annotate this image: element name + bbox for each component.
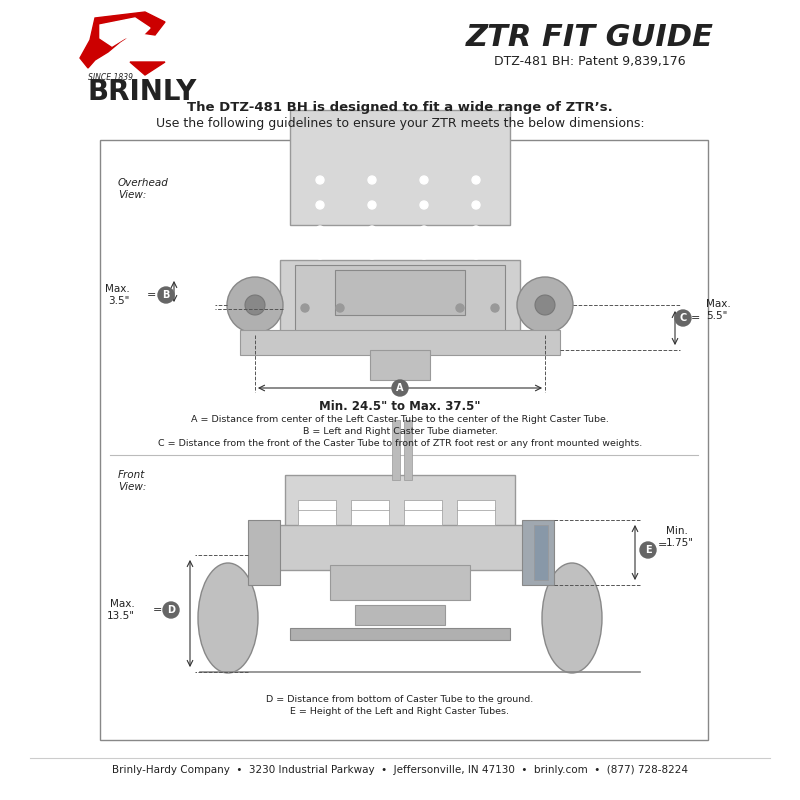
Bar bbox=[355, 605, 445, 625]
Circle shape bbox=[227, 277, 283, 333]
Text: ZTR FIT GUIDE: ZTR FIT GUIDE bbox=[466, 23, 714, 53]
Text: BRINLY: BRINLY bbox=[88, 78, 198, 106]
Circle shape bbox=[368, 251, 376, 259]
Bar bbox=[290, 110, 510, 225]
Text: D = Distance from bottom of Caster Tube to the ground.: D = Distance from bottom of Caster Tube … bbox=[266, 695, 534, 704]
Text: Min.
1.75": Min. 1.75" bbox=[666, 526, 694, 548]
Text: Brinly-Hardy Company  •  3230 Industrial Parkway  •  Jeffersonville, IN 47130  •: Brinly-Hardy Company • 3230 Industrial P… bbox=[112, 765, 688, 775]
Circle shape bbox=[420, 201, 428, 209]
Bar bbox=[295, 265, 505, 335]
Text: B = Left and Right Caster Tube diameter.: B = Left and Right Caster Tube diameter. bbox=[302, 427, 498, 436]
Bar bbox=[330, 565, 470, 600]
Text: =: = bbox=[690, 313, 700, 323]
Circle shape bbox=[675, 310, 691, 326]
Circle shape bbox=[535, 295, 555, 315]
Polygon shape bbox=[80, 12, 165, 68]
Circle shape bbox=[640, 542, 656, 558]
Text: A = Distance from center of the Left Caster Tube to the center of the Right Cast: A = Distance from center of the Left Cas… bbox=[191, 415, 609, 424]
Text: Min. 24.5" to Max. 37.5": Min. 24.5" to Max. 37.5" bbox=[319, 400, 481, 413]
Text: B: B bbox=[162, 290, 170, 300]
Bar bbox=[248, 520, 280, 585]
Text: Overhead
View:: Overhead View: bbox=[118, 178, 169, 200]
Circle shape bbox=[472, 226, 480, 234]
Circle shape bbox=[301, 304, 309, 312]
Circle shape bbox=[392, 380, 408, 396]
Bar bbox=[265, 525, 535, 570]
Bar bbox=[290, 628, 510, 640]
Circle shape bbox=[368, 176, 376, 184]
Circle shape bbox=[163, 602, 179, 618]
Text: Max.
3.5": Max. 3.5" bbox=[106, 284, 130, 306]
Circle shape bbox=[472, 251, 480, 259]
Ellipse shape bbox=[542, 563, 602, 673]
Circle shape bbox=[420, 251, 428, 259]
Text: E: E bbox=[645, 545, 651, 555]
Bar bbox=[298, 507, 336, 525]
Text: D: D bbox=[167, 605, 175, 615]
Bar bbox=[404, 507, 442, 525]
Text: C: C bbox=[679, 313, 686, 323]
Bar bbox=[280, 260, 520, 340]
Circle shape bbox=[368, 201, 376, 209]
Bar bbox=[285, 475, 515, 530]
Text: C = Distance from the front of the Caster Tube to front of ZTR foot rest or any : C = Distance from the front of the Caste… bbox=[158, 439, 642, 448]
Circle shape bbox=[420, 226, 428, 234]
Bar bbox=[457, 500, 495, 510]
Circle shape bbox=[472, 176, 480, 184]
Circle shape bbox=[336, 304, 344, 312]
Text: The DTZ-481 BH is designed to fit a wide range of ZTR’s.: The DTZ-481 BH is designed to fit a wide… bbox=[187, 102, 613, 114]
Polygon shape bbox=[100, 18, 150, 46]
Circle shape bbox=[420, 176, 428, 184]
Bar bbox=[240, 330, 560, 355]
Text: DTZ-481 BH: Patent 9,839,176: DTZ-481 BH: Patent 9,839,176 bbox=[494, 55, 686, 69]
Bar bbox=[522, 520, 554, 585]
Circle shape bbox=[491, 304, 499, 312]
Circle shape bbox=[245, 295, 265, 315]
Circle shape bbox=[456, 304, 464, 312]
Text: SINCE 1839: SINCE 1839 bbox=[88, 74, 133, 82]
Text: Use the following guidelines to ensure your ZTR meets the below dimensions:: Use the following guidelines to ensure y… bbox=[156, 118, 644, 130]
Polygon shape bbox=[130, 62, 165, 75]
Circle shape bbox=[316, 201, 324, 209]
Ellipse shape bbox=[198, 563, 258, 673]
Bar bbox=[392, 420, 400, 480]
Bar bbox=[404, 420, 412, 480]
Bar bbox=[100, 140, 708, 740]
Bar bbox=[335, 270, 465, 315]
Bar bbox=[457, 507, 495, 525]
Bar bbox=[298, 500, 336, 510]
Circle shape bbox=[158, 287, 174, 303]
Circle shape bbox=[316, 176, 324, 184]
Bar bbox=[404, 500, 442, 510]
Circle shape bbox=[472, 201, 480, 209]
Text: =: = bbox=[658, 540, 667, 550]
Bar bbox=[351, 507, 389, 525]
Text: E = Height of the Left and Right Caster Tubes.: E = Height of the Left and Right Caster … bbox=[290, 707, 510, 716]
Text: =: = bbox=[147, 290, 157, 300]
Text: A: A bbox=[396, 383, 404, 393]
Circle shape bbox=[368, 226, 376, 234]
Circle shape bbox=[517, 277, 573, 333]
Circle shape bbox=[316, 226, 324, 234]
Text: =: = bbox=[152, 605, 162, 615]
Text: Front
View:: Front View: bbox=[118, 470, 146, 491]
Text: Max.
5.5": Max. 5.5" bbox=[706, 299, 730, 321]
Bar bbox=[534, 525, 548, 580]
Circle shape bbox=[316, 251, 324, 259]
Bar bbox=[370, 350, 430, 380]
Text: Max.
13.5": Max. 13.5" bbox=[107, 599, 135, 621]
Bar bbox=[351, 500, 389, 510]
